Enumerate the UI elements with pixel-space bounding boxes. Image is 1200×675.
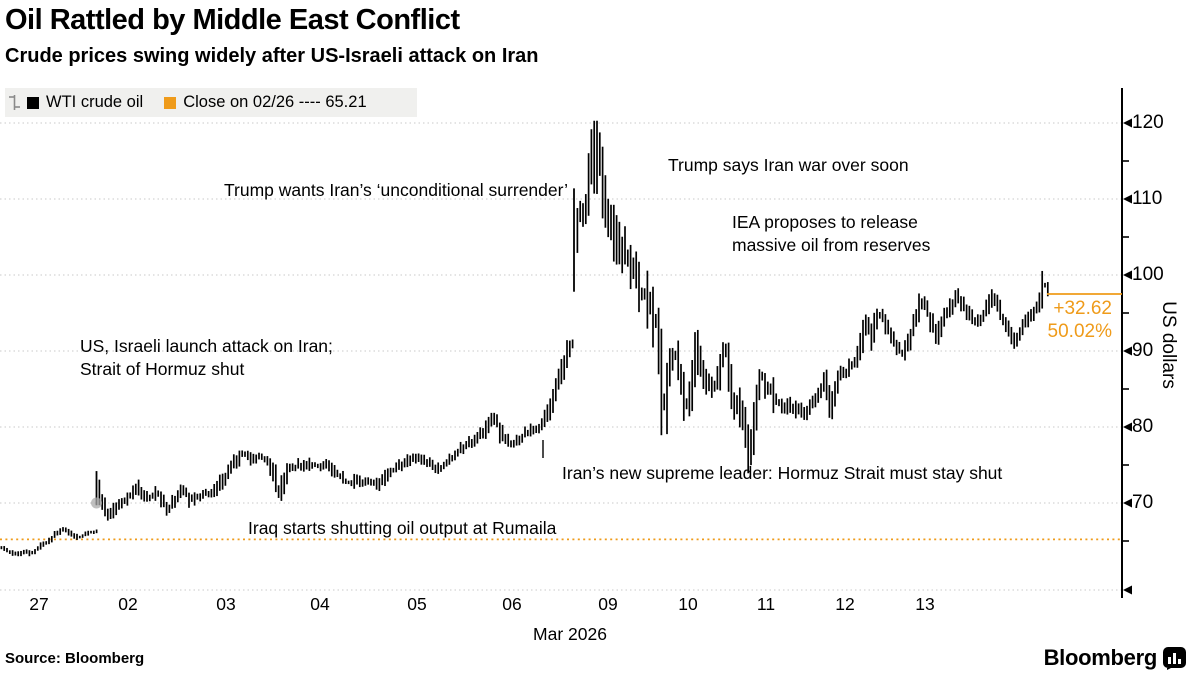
annotation-us-israeli-attack: US, Israeli launch attack on Iran; Strai… <box>80 336 333 379</box>
last-price-change: +32.62 <box>1053 298 1112 319</box>
y-tick-label: 70 <box>1132 492 1154 513</box>
series2-swatch-icon <box>164 96 177 109</box>
y-tick-label: 90 <box>1132 340 1154 361</box>
last-price-callout: +32.62 50.02% <box>1048 297 1112 343</box>
y-major-tick-arrow <box>1123 194 1132 204</box>
y-axis-end-arrow <box>1123 585 1132 595</box>
page-subtitle: Crude prices swing widely after US-Israe… <box>5 45 539 67</box>
series1-label: WTI crude oil <box>46 93 144 111</box>
annotation-trump-war-over: Trump says Iran war over soon <box>668 155 909 175</box>
chart-legend: WTI crude oil Close on 02/26 ---- 65.21 <box>5 88 417 117</box>
source-credit: Source: Bloomberg <box>5 650 145 667</box>
x-tick-label: 11 <box>756 594 776 614</box>
y-tick-label: 120 <box>1132 112 1164 133</box>
last-price-pct: 50.02% <box>1047 321 1112 342</box>
y-major-tick-arrow <box>1123 346 1132 356</box>
y-axis-title: US dollars <box>1158 301 1179 389</box>
series2-label: Close on 02/26 ---- 65.21 <box>183 93 367 111</box>
bloomberg-logo: Bloomberg <box>1044 645 1186 671</box>
y-tick-label: 110 <box>1132 188 1163 209</box>
y-major-tick-arrow <box>1123 498 1132 508</box>
x-tick-label: 27 <box>29 594 49 614</box>
x-tick-label: 05 <box>407 594 427 614</box>
open-marker <box>91 497 102 509</box>
annotation-iea-reserves: IEA proposes to release massive oil from… <box>732 212 931 255</box>
annotation-trump-surrender: Trump wants Iran’s ‘unconditional surren… <box>223 180 568 200</box>
bloomberg-logo-text: Bloomberg <box>1043 645 1158 670</box>
x-tick-label: 10 <box>678 594 698 614</box>
y-major-tick-arrow <box>1123 118 1132 128</box>
x-tick-label: 04 <box>310 594 330 614</box>
y-tick-label: 100 <box>1132 264 1164 285</box>
x-tick-label: 12 <box>835 594 855 614</box>
x-axis-title: Mar 2026 <box>533 624 607 644</box>
annotation-iraq-rumaila: Iraq starts shutting oil output at Rumai… <box>248 518 557 538</box>
y-major-tick-arrow <box>1123 422 1132 432</box>
page-title: Oil Rattled by Middle East Conflict <box>5 4 460 36</box>
x-tick-label: 13 <box>915 594 935 614</box>
y-major-tick-arrow <box>1123 270 1132 280</box>
bloomberg-chart-icon <box>1163 646 1186 670</box>
series1-swatch-icon <box>27 96 39 109</box>
ohlc-bar-icon <box>9 95 20 110</box>
x-tick-label: 03 <box>216 594 236 614</box>
x-tick-label: 09 <box>598 594 618 614</box>
y-tick-label: 80 <box>1132 416 1154 437</box>
x-tick-label: 06 <box>502 594 522 614</box>
annotation-iran-supreme-leader: Iran’s new supreme leader: Hormuz Strait… <box>562 463 1003 483</box>
x-tick-label: 02 <box>118 594 138 614</box>
